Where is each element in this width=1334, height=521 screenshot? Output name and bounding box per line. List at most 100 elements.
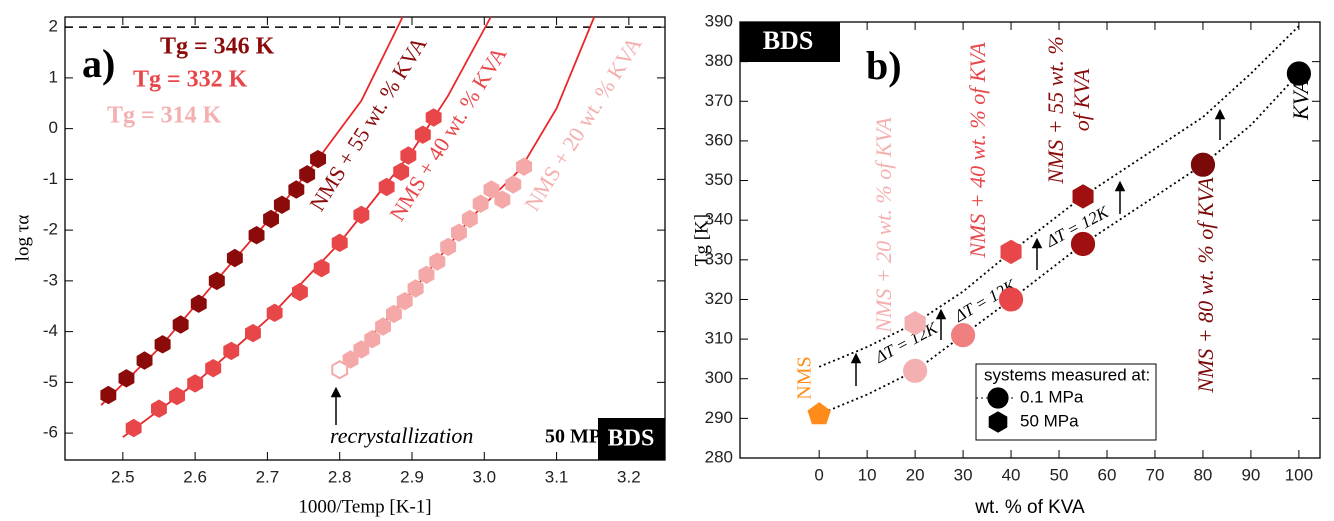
marker (950, 323, 976, 348)
marker (378, 177, 395, 197)
marker (151, 399, 167, 418)
marker (154, 335, 171, 354)
y-tick-label: 2 (49, 17, 58, 36)
marker (1070, 231, 1096, 257)
legend-title: systems measured at: (984, 365, 1150, 384)
panel-label: b) (866, 43, 902, 88)
tg-label: Tg = 346 K (160, 34, 275, 60)
marker (248, 226, 265, 245)
marker (288, 180, 305, 199)
marker (223, 341, 240, 361)
marker (461, 209, 478, 229)
x-tick-label: 3.0 (472, 467, 496, 486)
marker (494, 190, 511, 209)
y-tick-label: 290 (705, 408, 733, 427)
annotation: NMS (794, 356, 816, 399)
marker (169, 386, 185, 406)
y-tick-label: 350 (705, 170, 733, 189)
marker (396, 292, 413, 311)
bds-label: BDS (763, 26, 814, 55)
marker (414, 125, 431, 144)
marker (904, 311, 926, 336)
bds-box (598, 418, 665, 460)
y-tick-label: -2 (43, 220, 58, 239)
x-tick-label: 30 (954, 465, 973, 484)
y-tick-label: -4 (43, 321, 58, 340)
legend-marker (987, 387, 1009, 409)
annotation: KVA (1288, 79, 1313, 120)
marker (118, 369, 135, 388)
marker (375, 317, 391, 336)
plot-frame (64, 16, 666, 461)
x-axis-label: wt. % of KVA (974, 497, 1085, 518)
panel-label: a) (82, 41, 115, 86)
marker (429, 252, 446, 271)
tg-label: Tg = 332 K (133, 67, 248, 93)
marker (226, 248, 243, 268)
annotation: NMS + 40 wt. % of KVA (965, 42, 990, 259)
annotation: NMS + 80 wt. % of KVA (1193, 177, 1218, 394)
y-tick-label: 1 (49, 67, 58, 86)
y-axis-label: log τα (12, 215, 33, 262)
marker (1072, 184, 1094, 209)
marker (393, 162, 410, 181)
marker (418, 265, 435, 284)
x-axis-label: 1000/Temp [K-1] (298, 496, 431, 517)
marker (505, 175, 522, 194)
legend-label: 0.1 MPa (1020, 387, 1084, 406)
marker (331, 360, 349, 380)
marker (187, 374, 204, 393)
marker (386, 304, 402, 324)
x-tick-label: 80 (1193, 465, 1212, 484)
tg-label: Tg = 314 K (107, 103, 222, 129)
x-tick-label: 20 (906, 465, 925, 484)
marker (299, 165, 316, 184)
marker (998, 287, 1024, 312)
y-tick-label: 340 (705, 210, 733, 229)
y-tick-label: -6 (43, 423, 58, 442)
marker (353, 205, 370, 225)
annotation: of KVA (1069, 68, 1094, 131)
marker (516, 157, 533, 176)
y-tick-label: 0 (49, 118, 58, 137)
x-tick-label: 90 (1241, 465, 1260, 484)
y-tick-label: -3 (43, 270, 58, 289)
marker (263, 209, 279, 229)
y-tick-label: 310 (705, 329, 733, 348)
plot-frame (739, 21, 1321, 459)
annotation: NMS + 55 wt. % (1043, 36, 1068, 184)
marker (245, 323, 261, 343)
marker (266, 303, 283, 322)
x-tick-label: 60 (1098, 465, 1117, 484)
annotation: recrystallization (330, 423, 473, 448)
y-tick-label: 320 (705, 289, 733, 308)
x-tick-label: 70 (1146, 465, 1165, 484)
y-tick-label: 390 (705, 11, 733, 30)
marker (205, 359, 222, 378)
x-tick-label: 2.8 (328, 467, 352, 486)
fit-line (818, 25, 1300, 368)
series-annotation: NMS + 20 wt. % KVA (519, 32, 646, 215)
marker (125, 418, 142, 438)
marker (136, 351, 153, 370)
marker (331, 233, 348, 252)
x-tick-label: 40 (1002, 465, 1021, 484)
x-tick-label: 3.2 (617, 467, 641, 486)
y-tick-label: 370 (705, 91, 733, 110)
marker (425, 108, 442, 127)
marker (100, 385, 117, 405)
x-tick-label: 0 (814, 465, 823, 484)
marker (172, 315, 189, 334)
x-tick-label: 3.1 (545, 467, 569, 486)
marker (483, 180, 500, 199)
marker (310, 149, 326, 169)
bds-label: BDS (608, 426, 655, 452)
bds-box (740, 22, 840, 62)
x-tick-label: 100 (1285, 465, 1313, 484)
x-tick-label: 50 (1050, 465, 1069, 484)
marker (472, 194, 489, 213)
marker (1190, 152, 1216, 177)
x-tick-label: 2.6 (183, 467, 207, 486)
x-tick-label: 10 (858, 465, 877, 484)
x-tick-label: 2.7 (256, 467, 280, 486)
